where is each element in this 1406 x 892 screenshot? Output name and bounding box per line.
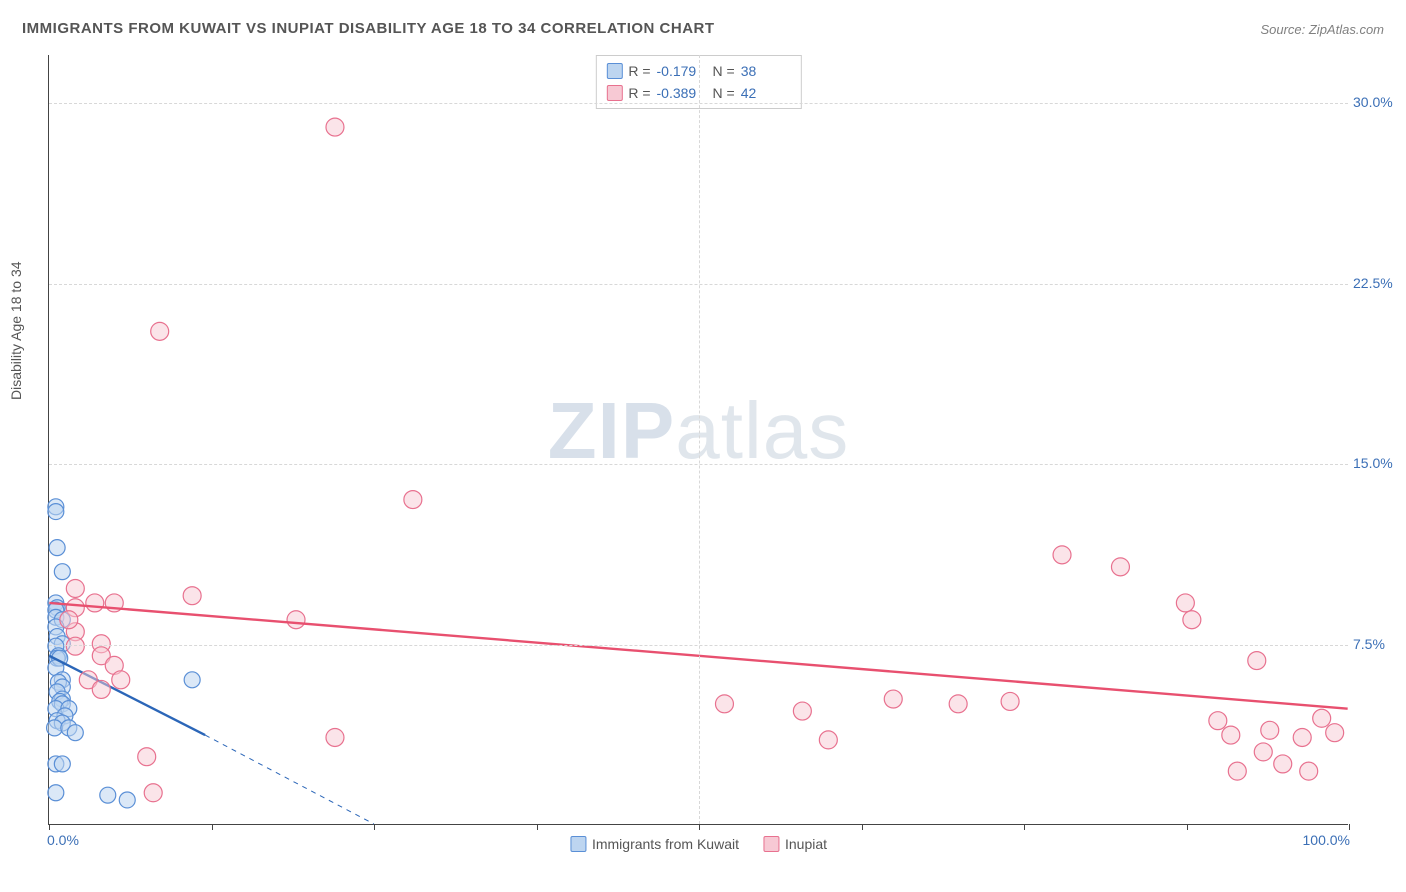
data-point — [404, 491, 422, 509]
y-tick-label: 15.0% — [1353, 455, 1406, 471]
legend-item: Immigrants from Kuwait — [570, 836, 739, 852]
legend-label: Immigrants from Kuwait — [592, 836, 739, 852]
data-point — [1001, 692, 1019, 710]
data-point — [1222, 726, 1240, 744]
data-point — [66, 637, 84, 655]
chart-plot-area: ZIPatlas R =-0.179N =38R =-0.389N =42 Im… — [48, 55, 1348, 825]
data-point — [54, 564, 70, 580]
data-point — [1209, 712, 1227, 730]
data-point — [819, 731, 837, 749]
data-point — [60, 611, 78, 629]
y-tick-label: 7.5% — [1353, 636, 1406, 652]
legend-item: Inupiat — [763, 836, 827, 852]
x-tick-label: 100.0% — [1303, 832, 1350, 848]
data-point — [144, 784, 162, 802]
data-point — [1313, 709, 1331, 727]
y-tick-label: 30.0% — [1353, 94, 1406, 110]
chart-title: IMMIGRANTS FROM KUWAIT VS INUPIAT DISABI… — [22, 20, 715, 37]
data-point — [884, 690, 902, 708]
data-point — [1228, 762, 1246, 780]
data-point — [183, 587, 201, 605]
x-tick-mark — [49, 824, 50, 830]
x-tick-mark — [1024, 824, 1025, 830]
data-point — [48, 504, 64, 520]
y-tick-label: 22.5% — [1353, 275, 1406, 291]
data-point — [86, 594, 104, 612]
y-axis-label: Disability Age 18 to 34 — [8, 261, 24, 400]
data-point — [1248, 652, 1266, 670]
x-tick-mark — [374, 824, 375, 830]
data-point — [287, 611, 305, 629]
data-point — [48, 785, 64, 801]
data-point — [47, 720, 63, 736]
data-point — [1254, 743, 1272, 761]
data-point — [1261, 721, 1279, 739]
data-point — [92, 680, 110, 698]
x-tick-mark — [1349, 824, 1350, 830]
data-point — [715, 695, 733, 713]
x-tick-label: 0.0% — [47, 832, 79, 848]
x-tick-mark — [537, 824, 538, 830]
data-point — [54, 756, 70, 772]
trendline-dashed — [205, 735, 374, 824]
data-point — [1300, 762, 1318, 780]
x-tick-mark — [862, 824, 863, 830]
x-tick-mark — [1187, 824, 1188, 830]
data-point — [1274, 755, 1292, 773]
data-point — [1176, 594, 1194, 612]
data-point — [949, 695, 967, 713]
legend-swatch — [763, 836, 779, 852]
data-point — [151, 322, 169, 340]
data-point — [1326, 724, 1344, 742]
data-point — [1053, 546, 1071, 564]
data-point — [326, 728, 344, 746]
data-point — [119, 792, 135, 808]
data-point — [67, 725, 83, 741]
data-point — [1183, 611, 1201, 629]
data-point — [326, 118, 344, 136]
series-legend: Immigrants from Kuwait Inupiat — [570, 836, 827, 852]
data-point — [49, 540, 65, 556]
data-point — [100, 787, 116, 803]
x-tick-mark — [699, 824, 700, 830]
data-point — [793, 702, 811, 720]
gridline-vertical — [699, 55, 700, 824]
data-point — [1293, 728, 1311, 746]
source-attribution: Source: ZipAtlas.com — [1260, 22, 1384, 37]
data-point — [138, 748, 156, 766]
data-point — [66, 580, 84, 598]
x-tick-mark — [212, 824, 213, 830]
legend-swatch — [570, 836, 586, 852]
data-point — [184, 672, 200, 688]
legend-label: Inupiat — [785, 836, 827, 852]
data-point — [1111, 558, 1129, 576]
data-point — [112, 671, 130, 689]
